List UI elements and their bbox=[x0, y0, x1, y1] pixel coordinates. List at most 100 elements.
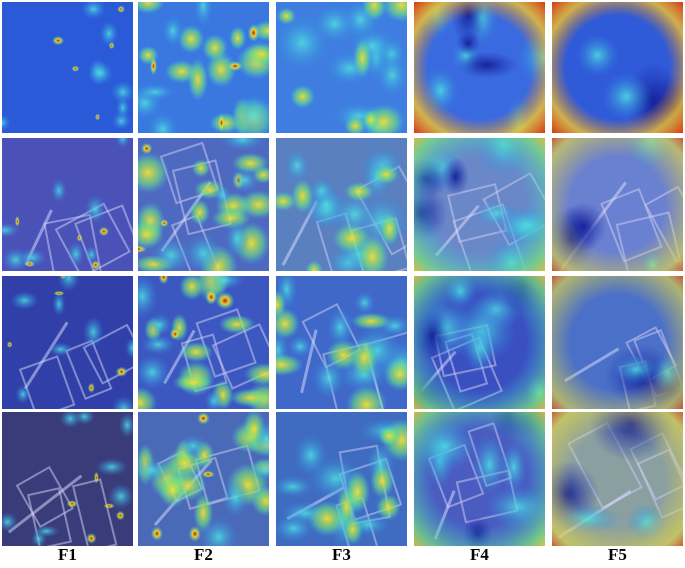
tile-content bbox=[2, 276, 133, 409]
heat-blob bbox=[218, 314, 255, 334]
heatmap-tile bbox=[552, 138, 683, 271]
column-label: F1 bbox=[58, 545, 77, 564]
heat-blob bbox=[243, 362, 269, 387]
tile-content bbox=[276, 412, 407, 546]
heat-blob bbox=[227, 61, 243, 72]
column-label: F3 bbox=[332, 545, 351, 564]
heat-blob bbox=[344, 181, 374, 202]
edge-glow bbox=[552, 138, 683, 271]
heat-blob bbox=[94, 113, 101, 121]
heat-blob bbox=[111, 111, 132, 131]
heat-blob bbox=[14, 215, 20, 227]
heat-blob bbox=[107, 483, 133, 510]
heat-blob bbox=[24, 260, 35, 268]
heat-blob bbox=[84, 245, 99, 264]
heat-blob bbox=[138, 386, 158, 409]
heat-blob bbox=[251, 485, 269, 517]
heatmap-tile bbox=[2, 276, 133, 409]
heat-blob bbox=[51, 35, 65, 46]
heat-blob bbox=[138, 220, 165, 250]
tile-content bbox=[138, 2, 269, 133]
heat-blob bbox=[229, 388, 269, 407]
heat-blob bbox=[48, 342, 74, 357]
heat-blob bbox=[229, 167, 260, 193]
tile-content bbox=[552, 2, 683, 133]
heat-blob bbox=[198, 516, 239, 546]
heat-blob bbox=[91, 260, 101, 270]
heat-blob bbox=[169, 328, 181, 340]
heat-blob bbox=[161, 14, 185, 48]
heat-blob bbox=[140, 142, 153, 155]
heat-blob bbox=[80, 2, 107, 20]
building-outline bbox=[71, 478, 118, 546]
heat-blob bbox=[308, 177, 335, 205]
heat-blob bbox=[342, 514, 364, 546]
heat-blob bbox=[193, 2, 214, 28]
heatmap-tile bbox=[276, 138, 407, 271]
heat-blob bbox=[10, 291, 39, 310]
heat-blob bbox=[158, 472, 187, 508]
heat-blob bbox=[110, 80, 133, 104]
heatmap-tile bbox=[138, 276, 269, 409]
tile-content bbox=[276, 138, 407, 271]
heat-blob bbox=[2, 512, 18, 532]
building-outline bbox=[15, 465, 74, 529]
heatmap-tile bbox=[2, 412, 133, 546]
edge-glow bbox=[414, 412, 545, 546]
tile-content bbox=[414, 412, 545, 546]
building-outline bbox=[27, 487, 73, 546]
tile-content bbox=[414, 2, 545, 133]
heat-blob bbox=[344, 115, 367, 133]
heat-blob bbox=[201, 34, 228, 62]
heat-blob bbox=[217, 113, 226, 132]
tile-content bbox=[2, 138, 133, 271]
tile-content bbox=[552, 276, 683, 409]
heat-blob bbox=[307, 500, 347, 537]
heat-blob bbox=[115, 510, 125, 521]
column-label: F5 bbox=[608, 545, 627, 564]
tile-content bbox=[2, 412, 133, 546]
heat-blob bbox=[352, 39, 372, 78]
heatmap-tile bbox=[138, 138, 269, 271]
heat-blob bbox=[138, 354, 171, 391]
heat-blob bbox=[60, 276, 66, 279]
heat-blob bbox=[117, 5, 125, 13]
road-line bbox=[300, 329, 318, 394]
heat-blob bbox=[125, 337, 133, 359]
heat-blob bbox=[276, 307, 300, 340]
heat-blob bbox=[213, 184, 232, 206]
heat-blob bbox=[204, 389, 224, 409]
heat-blob bbox=[225, 217, 249, 259]
tile-content bbox=[414, 276, 545, 409]
heat-blob bbox=[361, 2, 387, 22]
heat-blob bbox=[66, 500, 78, 508]
heat-blob bbox=[149, 57, 158, 76]
heat-blob bbox=[276, 353, 304, 377]
heat-blob bbox=[87, 382, 95, 393]
heat-blob bbox=[178, 341, 214, 363]
heat-blob bbox=[345, 470, 371, 513]
heat-blob bbox=[311, 3, 358, 44]
heat-blob bbox=[18, 248, 47, 267]
heat-blob bbox=[76, 234, 83, 242]
heat-blob bbox=[88, 60, 114, 86]
heat-blob bbox=[59, 412, 82, 429]
heat-blob bbox=[150, 237, 192, 271]
heatmap-tile bbox=[138, 412, 269, 546]
heat-blob bbox=[229, 26, 247, 50]
heat-blob bbox=[361, 109, 380, 130]
column-label: F4 bbox=[470, 545, 489, 564]
heat-blob bbox=[254, 418, 269, 460]
heat-blob bbox=[215, 291, 235, 310]
edge-glow bbox=[414, 276, 545, 409]
heat-blob bbox=[191, 159, 211, 178]
heat-blob bbox=[370, 463, 395, 499]
heat-blob bbox=[373, 164, 399, 185]
heatmap-tile bbox=[138, 2, 269, 133]
heat-blob bbox=[383, 356, 407, 392]
heat-blob bbox=[202, 276, 246, 290]
heat-blob bbox=[188, 525, 202, 542]
heat-blob bbox=[95, 458, 128, 476]
heat-blob bbox=[247, 23, 260, 42]
edge-glow bbox=[552, 412, 683, 546]
